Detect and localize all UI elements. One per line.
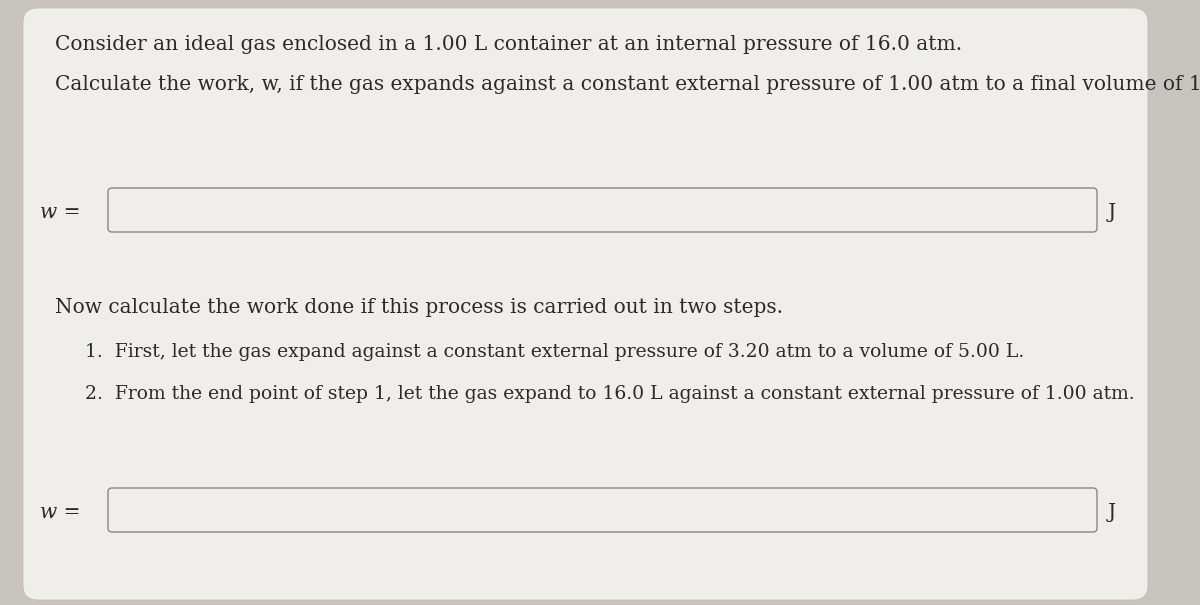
- Text: J: J: [1108, 503, 1116, 522]
- Text: Consider an ideal gas enclosed in a 1.00 L container at an internal pressure of : Consider an ideal gas enclosed in a 1.00…: [55, 35, 962, 54]
- Text: w =: w =: [40, 503, 80, 522]
- Text: 1.  First, let the gas expand against a constant external pressure of 3.20 atm t: 1. First, let the gas expand against a c…: [85, 343, 1025, 361]
- Text: Calculate the work, w, if the gas expands against a constant external pressure o: Calculate the work, w, if the gas expand…: [55, 75, 1200, 94]
- FancyBboxPatch shape: [23, 8, 1148, 600]
- FancyBboxPatch shape: [108, 488, 1097, 532]
- FancyBboxPatch shape: [108, 188, 1097, 232]
- Text: J: J: [1108, 203, 1116, 221]
- Text: 2.  From the end point of step 1, let the gas expand to 16.0 L against a constan: 2. From the end point of step 1, let the…: [85, 385, 1135, 403]
- Text: Now calculate the work done if this process is carried out in two steps.: Now calculate the work done if this proc…: [55, 298, 784, 317]
- Text: w =: w =: [40, 203, 80, 221]
